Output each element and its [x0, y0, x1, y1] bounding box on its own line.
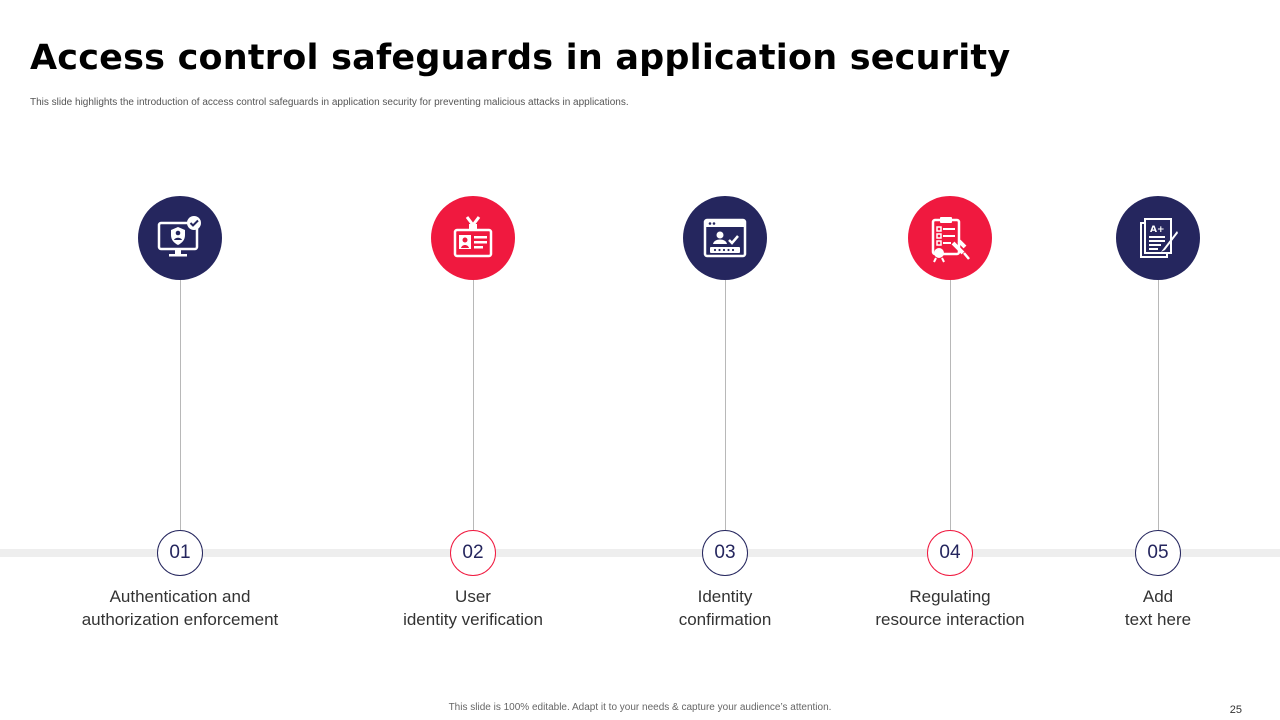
- login-window-icon: [703, 218, 747, 258]
- step-2-label-line2: identity verification: [403, 610, 543, 629]
- step-3-label: Identity confirmation: [605, 585, 845, 631]
- step-4-label-line1: Regulating: [909, 587, 991, 606]
- step-2-number: 02: [450, 530, 496, 576]
- step-3-number: 03: [702, 530, 748, 576]
- step-4-icon-circle: [908, 196, 992, 280]
- step-5-label: Add text here: [1038, 585, 1278, 631]
- step-3-connector: [725, 280, 726, 530]
- step-4-label: Regulating resource interaction: [830, 585, 1070, 631]
- graded-document-icon: A+: [1140, 218, 1178, 258]
- step-5-icon-circle: A+: [1116, 196, 1200, 280]
- step-1-label-line2: authorization enforcement: [81, 610, 279, 629]
- step-1-label-line1: Authentication and: [109, 587, 251, 606]
- step-5-label-line2: text here: [1124, 610, 1192, 629]
- step-5-label-line1: Add: [1142, 587, 1174, 606]
- timeline-track: [0, 549, 1280, 557]
- step-2-connector: [473, 280, 474, 530]
- step-5-number: 05: [1135, 530, 1181, 576]
- page-number: 25: [1229, 704, 1242, 716]
- step-4-connector: [950, 280, 951, 530]
- page-title: Access control safeguards in application…: [30, 38, 1011, 78]
- clipboard-approval-icon: [931, 217, 970, 263]
- step-1-connector: [180, 280, 181, 530]
- step-1-label: Authentication and authorization enforce…: [60, 585, 300, 631]
- step-2-label-line1: User: [455, 587, 491, 606]
- step-4-label-line2: resource interaction: [875, 610, 1025, 629]
- step-3-icon-circle: [683, 196, 767, 280]
- id-badge-icon: [453, 216, 493, 258]
- step-5-connector: [1158, 280, 1159, 530]
- step-1-icon-circle: [138, 196, 222, 280]
- step-4-number: 04: [927, 530, 973, 576]
- footer-note: This slide is 100% editable. Adapt it to…: [448, 702, 832, 713]
- monitor-user-check-icon: [157, 216, 201, 257]
- step-2-icon-circle: [431, 196, 515, 280]
- step-3-label-line2: confirmation: [678, 610, 772, 629]
- step-2-label: User identity verification: [353, 585, 593, 631]
- page-subtitle: This slide highlights the introduction o…: [30, 97, 629, 108]
- step-1-number: 01: [157, 530, 203, 576]
- svg-text:A+: A+: [1150, 225, 1165, 235]
- step-3-label-line1: Identity: [697, 587, 753, 606]
